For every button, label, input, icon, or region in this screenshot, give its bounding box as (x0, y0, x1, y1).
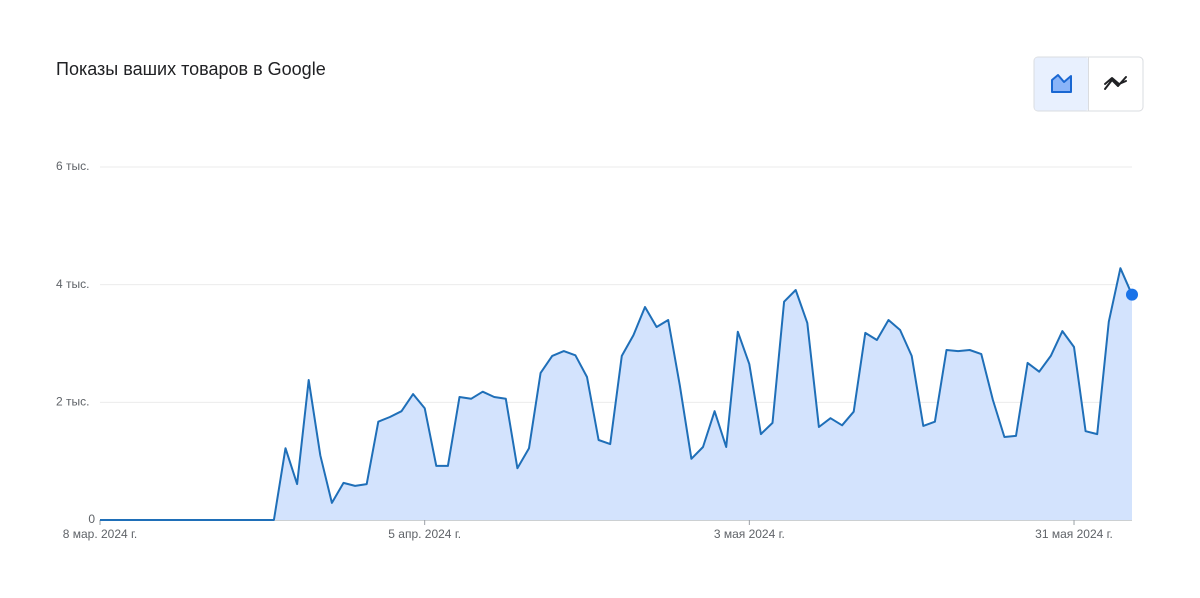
y-tick-label: 0 (88, 512, 95, 526)
y-tick-label: 4 тыс. (56, 277, 89, 291)
area-icon (1051, 74, 1072, 93)
last-point (1126, 288, 1138, 301)
x-tick-label: 3 мая 2024 г. (714, 527, 785, 541)
x-tick-label: 31 мая 2024 г. (1035, 527, 1113, 541)
y-tick-label: 2 тыс. (56, 395, 89, 409)
y-tick-label: 6 тыс. (56, 159, 89, 173)
area (100, 268, 1132, 520)
line (100, 267, 1133, 521)
chart-title: Показы ваших товаров в Google (56, 59, 326, 79)
x-tick-label: 5 апр. 2024 г. (388, 527, 461, 541)
line-icon (1104, 76, 1127, 90)
chart-type-toggle (1033, 56, 1144, 112)
x-tick-label: 8 мар. 2024 г. (63, 527, 138, 541)
